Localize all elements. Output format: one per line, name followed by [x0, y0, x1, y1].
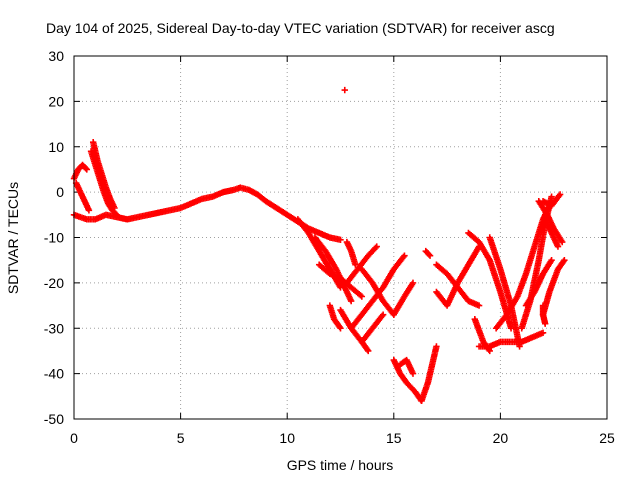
y-tick-label: 20	[48, 93, 64, 109]
data-point	[559, 238, 566, 246]
y-tick-label: -50	[44, 411, 64, 427]
data-point	[83, 166, 90, 173]
data-point	[554, 243, 562, 250]
data-point	[336, 323, 343, 331]
data-points	[70, 86, 568, 405]
data-point	[485, 346, 493, 353]
x-tick-label: 10	[279, 430, 295, 446]
data-point	[337, 325, 344, 332]
data-point	[560, 258, 567, 265]
data-point	[475, 302, 483, 309]
data-point	[433, 343, 440, 350]
plot-frame	[73, 55, 608, 420]
data-point	[357, 292, 364, 299]
x-tick-label: 5	[177, 430, 185, 446]
data-point	[347, 297, 355, 305]
data-point	[364, 346, 371, 353]
y-tick-label: 0	[56, 184, 64, 200]
data-point	[337, 236, 344, 243]
data-point	[541, 320, 549, 327]
y-tick-label: 30	[48, 48, 64, 64]
axis-ticks: 0 5 10 15 20 25 30 20 10 0 -10 -20 -30 -40 -50	[44, 48, 615, 446]
data-point	[548, 256, 555, 264]
data-point	[425, 251, 433, 258]
data-point	[548, 193, 555, 200]
data-point	[539, 329, 547, 336]
data-point	[561, 256, 568, 264]
x-tick-label: 25	[599, 430, 615, 446]
x-tick-label: 0	[70, 430, 78, 446]
y-tick-label: -20	[44, 275, 64, 291]
x-tick-label: 20	[493, 430, 509, 446]
y-tick-label: -30	[44, 320, 64, 336]
data-point	[373, 243, 380, 250]
data-point	[379, 311, 387, 318]
data-point	[401, 252, 408, 259]
data-point	[112, 210, 119, 217]
data-point	[409, 370, 417, 377]
data-point	[111, 204, 118, 212]
data-point	[372, 244, 379, 252]
data-point	[365, 347, 372, 355]
data-point	[358, 293, 366, 300]
y-tick-label: 10	[48, 139, 64, 155]
y-axis-label: SDTVAR / TECUs	[5, 182, 21, 294]
data-point	[426, 252, 434, 259]
x-tick-label: 15	[386, 430, 402, 446]
data-point	[341, 86, 348, 94]
data-point	[556, 191, 564, 198]
data-point	[85, 207, 93, 214]
chart-title: Day 104 of 2025, Sidereal Day-to-day VTE…	[46, 20, 555, 36]
y-tick-label: -10	[44, 230, 64, 246]
data-point	[82, 165, 89, 172]
y-tick-label: -40	[44, 366, 64, 382]
data-point	[113, 211, 120, 219]
data-point	[409, 279, 417, 287]
x-axis-label: GPS time / hours	[287, 457, 394, 473]
